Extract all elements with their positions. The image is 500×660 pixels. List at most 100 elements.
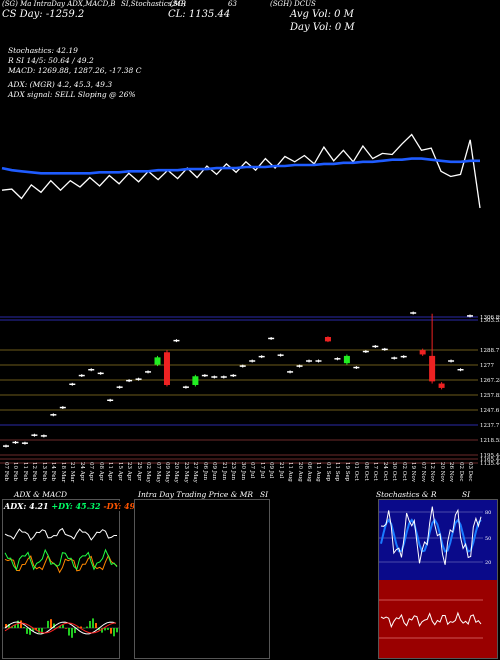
candle-body <box>467 315 473 317</box>
macd-histogram-bar <box>26 628 28 634</box>
date-tick-label: 23 Jun <box>230 462 237 481</box>
candle-body <box>154 357 161 365</box>
date-tick-label: 01 Oct <box>353 462 360 481</box>
macd-histogram-bar <box>92 618 94 628</box>
candle-body <box>372 345 379 348</box>
candle-body <box>192 376 199 385</box>
date-tick-label: 06 Aug <box>306 462 313 482</box>
candle-body <box>135 378 142 380</box>
date-tick-label: 23 Apr <box>126 462 133 481</box>
date-tick-label: 12 Nov <box>429 462 436 482</box>
level-label: 1247.6 <box>480 408 500 414</box>
moving-average-line <box>1 157 480 175</box>
date-tick-label: 02 May <box>145 462 152 483</box>
candle-body <box>40 435 47 437</box>
macd-histogram-bar <box>32 628 34 632</box>
date-tick-label: 21 Mar <box>69 462 76 483</box>
macd-histogram-bar <box>38 628 40 633</box>
price-line-chart <box>1 133 481 209</box>
date-tick-label: 01 Sep <box>324 462 331 482</box>
candle-body <box>268 337 275 340</box>
plus-di-line <box>4 548 118 571</box>
header-title: (SG) Ma IntraDay ADX,MACD,B <box>2 0 116 8</box>
macd-line <box>4 621 117 635</box>
stochastics-tick-label: 20 <box>485 560 491 566</box>
date-tick-label: 08 Apr <box>97 462 104 481</box>
candle-body <box>334 358 341 360</box>
candle-body <box>239 365 246 367</box>
candle-body <box>381 348 388 351</box>
candle-body <box>277 354 284 356</box>
level-label: 1303.52 <box>480 318 500 324</box>
date-tick-label: 14 Feb <box>50 462 57 482</box>
date-tick-label: 11 Aug <box>287 462 294 482</box>
candle-body <box>88 369 95 371</box>
candle-body <box>220 376 227 378</box>
date-tick-label: 09 May <box>163 462 170 483</box>
date-tick-label: 30 Jun <box>239 462 246 481</box>
candle-body <box>50 414 57 416</box>
level-label: 1267.28 <box>480 378 500 384</box>
date-tick-label: 23 May <box>182 462 189 483</box>
date-tick-label: 27 May <box>192 462 199 483</box>
mdi-value-label: -DY: 49.31 <box>103 501 150 511</box>
candle-body <box>3 445 9 447</box>
macd-histogram-bar <box>74 628 76 634</box>
intraday-panel <box>134 499 270 659</box>
date-axis: 07 Feb 10 Feb 11 Feb 12 Feb 13 Feb 14 Feb 18 M… <box>0 462 500 492</box>
macd-histogram-bar <box>86 626 88 628</box>
level-label: 1218.55 <box>480 438 500 444</box>
adx-lines <box>4 527 118 574</box>
candle-body <box>306 360 313 362</box>
info-rsi: R SI 14/5: 50.64 / 49.2 <box>8 56 94 65</box>
candle-body <box>258 355 265 358</box>
header-symbol: (SG) <box>170 0 186 8</box>
date-tick-label: 09 Jul <box>268 462 275 479</box>
candle-body <box>69 383 76 385</box>
intraday-panel-title-right: SI <box>260 490 269 499</box>
macd-histogram-bar <box>107 628 109 630</box>
date-tick-label: 26 Nov <box>448 462 455 482</box>
candle-body <box>353 366 360 369</box>
macd-subpanel <box>3 618 119 638</box>
macd-histogram-bar <box>110 628 112 634</box>
rsi-background <box>379 580 497 658</box>
candle-body <box>107 399 114 401</box>
date-tick-label: 06 Jun <box>201 462 208 481</box>
candlestick-chart: 1306.891303.52 1288.71 1277 1267.28 1257.85 1… <box>0 311 500 465</box>
adx-panel-title: ADX & MACD <box>14 490 68 499</box>
candle-body <box>78 374 85 377</box>
intraday-panel-title: Intra Day Trading Price & MR <box>138 490 254 499</box>
date-tick-label: 17 Jul <box>258 462 265 479</box>
level-label: 1165.44 <box>480 457 500 463</box>
level-label: 1306.89 <box>480 315 500 321</box>
level-label: 1135.44 <box>480 461 500 465</box>
date-tick-label: 13 Feb <box>40 462 47 482</box>
rsi-line <box>380 611 482 629</box>
date-tick-label: 08 Oct <box>362 462 369 481</box>
macd-histogram-bar <box>71 628 73 638</box>
stochastics-tick-label: 50 <box>485 536 491 542</box>
candle-body <box>116 386 123 388</box>
rsi-subpanel <box>379 580 497 658</box>
candle-body <box>448 360 455 362</box>
info-stochastics: Stochastics: 42.19 <box>8 46 78 55</box>
info-adx-signal: ADX signal: SELL Sloping @ 26% <box>8 90 136 99</box>
price-series-line <box>1 133 481 209</box>
macd-histogram-bar <box>53 623 55 628</box>
header-day-vol: Day Vol: 0 M <box>290 22 355 33</box>
macd-histogram-bar <box>113 628 115 637</box>
macd-histogram-bar <box>101 628 103 633</box>
date-tick-label: 21 Jul <box>277 462 284 479</box>
candle-body <box>145 371 152 373</box>
macd-histogram-bar <box>29 628 31 635</box>
pdi-value-label: +DY: 45.32 <box>51 501 101 511</box>
date-tick-label: 30 Oct <box>391 462 398 481</box>
macd-histogram-bar <box>77 627 79 628</box>
date-tick-label: 25 Apr <box>135 462 142 481</box>
date-tick-label: 07 May <box>154 462 161 483</box>
macd-histogram-bar <box>59 626 61 628</box>
candle-body <box>173 339 180 342</box>
macd-histogram-bar <box>89 620 91 628</box>
header-avg-vol: Avg Vol: 0 M <box>290 9 354 20</box>
